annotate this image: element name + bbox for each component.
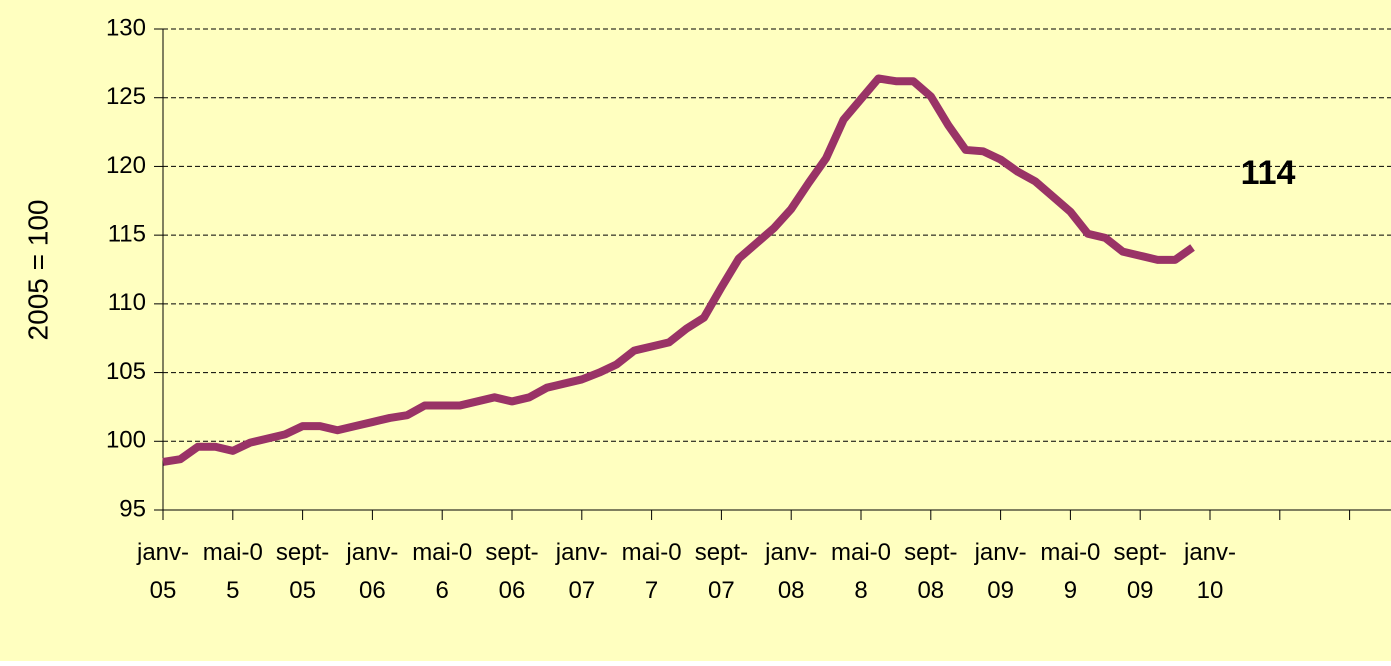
x-tick-label-box: janv-10 — [1183, 539, 1237, 604]
x-tick-label: mai-09 — [1040, 539, 1101, 604]
x-tick-label-box: sept-07 — [694, 539, 749, 604]
y-tick-label: 125 — [106, 83, 146, 110]
x-tick-label-box: sept-09 — [1113, 539, 1167, 604]
x-tick-label: mai-08 — [831, 539, 891, 604]
x-tick-label-box: mai-08 — [831, 539, 891, 604]
x-tick-label: sept-06 — [485, 539, 539, 604]
line — [162, 74, 1195, 466]
x-tick-label-box: sept-08 — [904, 539, 958, 604]
x-tick-label-box: sept-06 — [485, 539, 539, 604]
x-tick-label: mai-05 — [202, 539, 263, 604]
x-tick-label: sept-09 — [1113, 539, 1167, 604]
x-tick-label: mai-06 — [412, 539, 473, 604]
x-tick-label-box: janv-07 — [555, 539, 608, 604]
y-tick-label: 120 — [106, 152, 146, 179]
y-tick-label: 105 — [106, 358, 146, 385]
y-axis-label: 2005 = 100 — [22, 200, 53, 341]
x-tick-label: janv-08 — [765, 539, 818, 604]
x-tick-label: janv-06 — [346, 539, 399, 604]
x-tick-label-box: mai-05 — [202, 539, 263, 604]
x-tick-label-box: mai-06 — [412, 539, 473, 604]
x-tick-label: sept-08 — [904, 539, 958, 604]
x-tick-label-box: mai-07 — [621, 539, 682, 604]
y-tick-label: 115 — [108, 220, 146, 247]
x-tick-label: janv-10 — [1183, 539, 1237, 604]
x-tick-label-box: janv-06 — [346, 539, 399, 604]
x-tick-label: sept-07 — [694, 539, 749, 604]
x-tick-label: janv-09 — [974, 539, 1027, 604]
annotation: 114 — [1241, 154, 1296, 192]
x-tick-label: mai-07 — [621, 539, 682, 604]
y-tick-label: 100 — [106, 427, 146, 454]
y-tick-label: 110 — [108, 289, 146, 316]
x-tick-label-box: janv-08 — [765, 539, 818, 604]
x-tick-label: sept-05 — [275, 539, 330, 604]
x-tick-label-box: janv-05 — [136, 539, 190, 604]
y-tick-label: 95 — [119, 495, 146, 522]
x-tick-label: janv-07 — [555, 539, 608, 604]
x-tick-label-box: mai-09 — [1040, 539, 1101, 604]
x-tick-label-box: janv-09 — [974, 539, 1027, 604]
x-tick-label: janv-05 — [136, 539, 190, 604]
y-tick-label: 130 — [106, 14, 146, 41]
x-tick-label-box: sept-05 — [275, 539, 330, 604]
